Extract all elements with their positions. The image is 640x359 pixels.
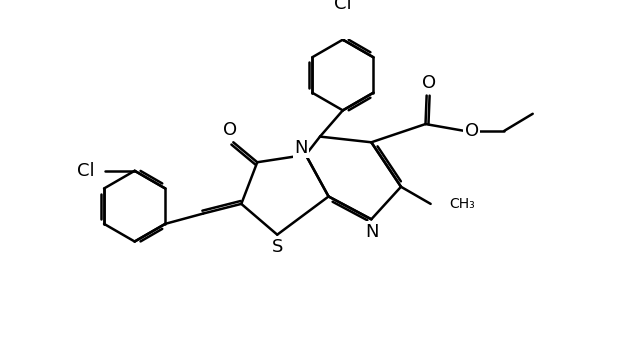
- Text: O: O: [223, 121, 237, 139]
- Text: N: N: [294, 139, 308, 157]
- Text: S: S: [271, 238, 283, 256]
- Text: O: O: [422, 74, 436, 92]
- Text: N: N: [365, 223, 380, 241]
- Text: O: O: [465, 122, 479, 140]
- Text: Cl: Cl: [77, 162, 95, 180]
- Text: Cl: Cl: [334, 0, 351, 13]
- Text: CH₃: CH₃: [449, 197, 475, 211]
